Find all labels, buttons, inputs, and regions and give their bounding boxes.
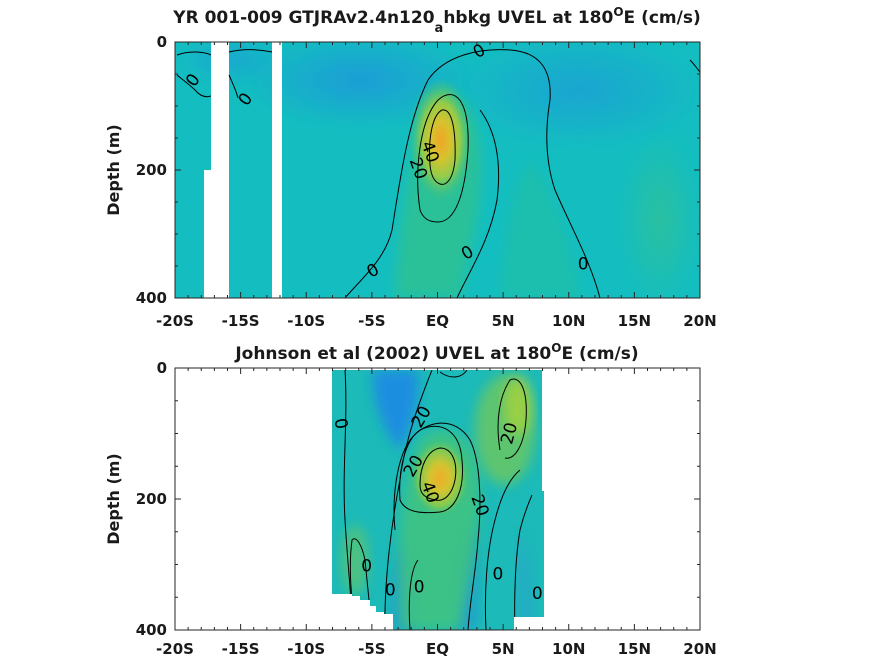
x-tick-label: -15S — [222, 312, 260, 330]
panel-obs-xticks: -20S -15S -10S -5S EQ 5N 10N 15N 20N — [156, 368, 717, 656]
x-tick-label: -10S — [287, 312, 325, 330]
y-tick-label: 0 — [157, 359, 167, 377]
panel-obs-title: Johnson et al (2002) UVEL at 180OE (cm/s… — [234, 341, 638, 364]
x-tick-label: 10N — [552, 640, 585, 656]
x-tick-label: EQ — [426, 312, 449, 330]
contour-label: 0 — [532, 584, 543, 604]
missing-column — [272, 42, 282, 298]
missing-column — [211, 42, 229, 180]
contour-label: 0 — [330, 417, 352, 431]
x-tick-label: EQ — [426, 640, 449, 656]
x-tick-label: 10N — [552, 312, 585, 330]
panel-model-title: YR 001-009 GTJRAv2.4n120ahbkg UVEL at 18… — [172, 5, 700, 36]
x-tick-label: -5S — [358, 640, 385, 656]
panel-obs: Johnson et al (2002) UVEL at 180OE (cm/s… — [104, 341, 717, 656]
x-tick-label: 20N — [683, 640, 716, 656]
missing-column — [204, 170, 229, 298]
y-tick-label: 400 — [136, 621, 167, 639]
panel-model-xticks: -20S -15S -10S -5S EQ 5N 10N 15N 20N — [156, 42, 717, 330]
x-tick-label: -10S — [287, 640, 325, 656]
contour-label: 0 — [385, 581, 396, 601]
x-tick-label: -20S — [156, 640, 194, 656]
x-tick-label: -20S — [156, 312, 194, 330]
panel-model: YR 001-009 GTJRAv2.4n120ahbkg UVEL at 18… — [104, 5, 717, 330]
contour-label: 0 — [361, 556, 372, 576]
y-tick-label: 200 — [136, 490, 167, 508]
contour-label: 0 — [578, 255, 589, 275]
panel-obs-ylabel: Depth (m) — [104, 453, 123, 545]
y-tick-label: 200 — [136, 161, 167, 179]
panel-model-ylabel: Depth (m) — [104, 124, 123, 216]
x-tick-label: 5N — [492, 640, 515, 656]
x-tick-label: 15N — [618, 640, 651, 656]
x-tick-label: 5N — [492, 312, 515, 330]
x-tick-label: -5S — [358, 312, 385, 330]
x-tick-label: -15S — [222, 640, 260, 656]
y-tick-label: 400 — [136, 289, 167, 307]
contour-label: 0 — [492, 564, 503, 584]
y-tick-label: 0 — [157, 33, 167, 51]
contours — [176, 49, 700, 298]
contour-label: 0 — [414, 577, 425, 597]
x-tick-label: 15N — [618, 312, 651, 330]
x-tick-label: 20N — [683, 312, 716, 330]
panel-obs-yticks: 0 200 400 — [136, 359, 700, 639]
panel-model-yticks: 0 200 400 — [136, 33, 700, 307]
